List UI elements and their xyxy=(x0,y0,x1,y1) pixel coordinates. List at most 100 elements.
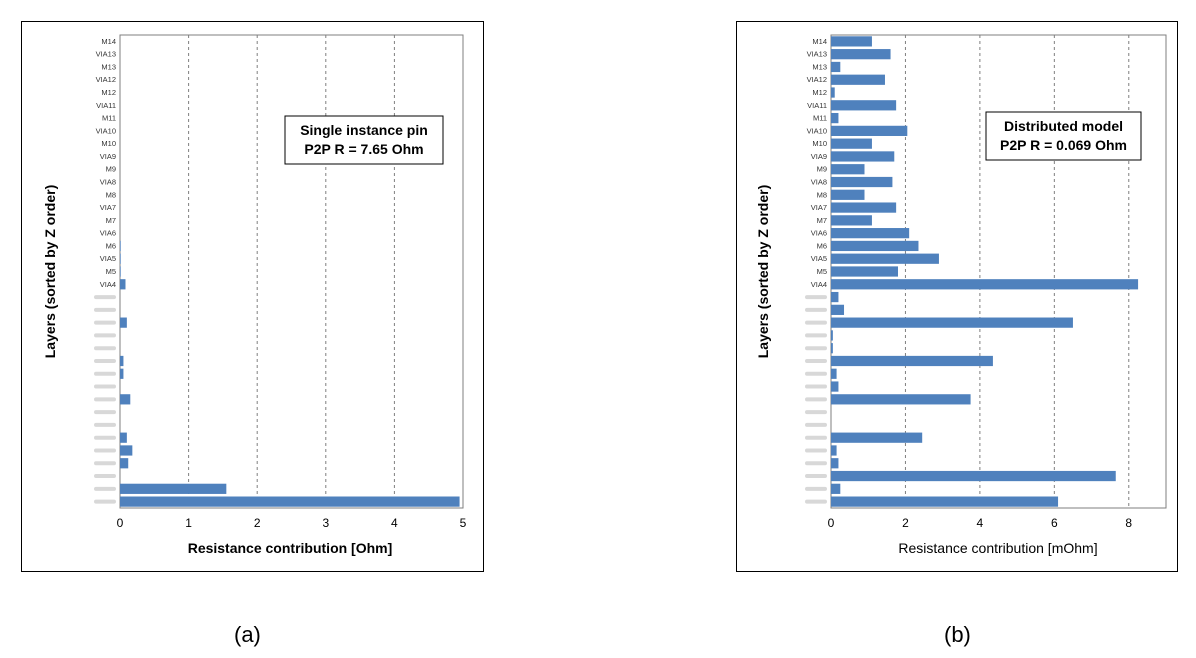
chart-a-bar xyxy=(120,394,131,405)
chart-a-annotation-line: P2P R = 7.65 Ohm xyxy=(304,141,423,157)
chart-a-xtick-label: 1 xyxy=(185,516,192,530)
chart-b-bar xyxy=(831,483,841,494)
chart-a-blurred-label xyxy=(94,397,116,402)
caption-a: (a) xyxy=(234,622,261,647)
chart-b-blurred-label xyxy=(805,410,827,415)
chart-a-ylabel: Layers (sorted by Z order) xyxy=(42,185,58,359)
chart-a-blurred-label xyxy=(94,461,116,466)
chart-b-bar xyxy=(831,87,835,98)
chart-b-bar xyxy=(831,164,865,175)
chart-b-ytick-label: VIA11 xyxy=(807,101,827,110)
chart-b-ytick-label: VIA9 xyxy=(811,152,827,161)
chart-a-xtick-label: 0 xyxy=(117,516,124,530)
chart-b-blurred-label xyxy=(805,448,827,453)
chart-a-ytick-label: VIA5 xyxy=(100,254,116,263)
chart-a-bar xyxy=(120,458,129,469)
chart-b-bar xyxy=(831,176,893,188)
chart-a-ytick-label: VIA8 xyxy=(100,178,116,187)
chart-b-bar xyxy=(831,61,841,73)
chart-b-ytick-label: M12 xyxy=(812,88,827,97)
chart-b-ytick-label: VIA12 xyxy=(807,75,827,84)
chart-b-blurred-label xyxy=(805,461,827,466)
chart-b-bar xyxy=(831,228,910,239)
chart-b-blurred-label xyxy=(805,422,827,427)
chart-a-ytick-label: VIA11 xyxy=(96,101,116,110)
chart-a-blurred-label xyxy=(94,410,116,415)
chart-b-bar xyxy=(831,151,895,162)
chart-b-blurred-label xyxy=(805,320,827,325)
chart-a-blurred-label xyxy=(94,486,116,491)
chart-a-blurred-label xyxy=(94,307,116,312)
chart-a-ytick-label: M9 xyxy=(106,165,116,174)
chart-b-xtick-label: 4 xyxy=(977,516,984,530)
chart-b-bar xyxy=(831,355,993,367)
chart-b-bar xyxy=(831,330,833,341)
chart-b-ytick-label: M11 xyxy=(813,114,827,123)
chart-a-ytick-label: M13 xyxy=(101,62,116,71)
chart-a-blurred-label xyxy=(94,422,116,427)
chart-a-ytick-label: M11 xyxy=(102,114,116,123)
chart-b-bar xyxy=(831,279,1139,290)
chart-a-ytick-label: VIA9 xyxy=(100,152,116,161)
chart-a-ytick-label: M7 xyxy=(106,216,116,225)
chart-b-ytick-label: VIA5 xyxy=(811,254,827,263)
chart-a-plot-area xyxy=(119,34,464,509)
chart-b-xtick-label: 6 xyxy=(1051,516,1058,530)
chart-a-ytick-label: VIA4 xyxy=(100,280,116,289)
chart-b-bar xyxy=(831,125,908,136)
chart-a-xtick-label: 2 xyxy=(254,516,261,530)
chart-a-bar xyxy=(120,483,227,494)
chart-a-ytick-label: VIA10 xyxy=(96,126,116,135)
chart-b-blurred-label xyxy=(805,295,827,300)
chart-b-ytick-label: M9 xyxy=(817,165,827,174)
chart-a-ytick-label: VIA13 xyxy=(96,50,116,59)
chart-b-ytick-label: M14 xyxy=(812,37,827,46)
chart-b-bar xyxy=(831,49,891,60)
chart-b-annotation-line: Distributed model xyxy=(1004,118,1123,134)
chart-b-bar xyxy=(831,215,872,226)
chart-b-bar xyxy=(831,253,939,264)
chart-a-ytick-label: M6 xyxy=(106,241,116,250)
chart-b-xtick-label: 0 xyxy=(828,516,835,530)
chart-b-annotation-box xyxy=(985,111,1142,161)
chart-a-blurred-label xyxy=(94,499,116,504)
caption-b: (b) xyxy=(944,622,971,647)
chart-b-ytick-label: VIA8 xyxy=(811,178,827,187)
chart-b-ytick-label: M6 xyxy=(817,241,827,250)
chart-a-blurred-label xyxy=(94,435,116,440)
chart-a-blurred-label xyxy=(94,346,116,351)
chart-b-bar xyxy=(831,36,872,47)
chart-a-xtick-label: 4 xyxy=(391,516,398,530)
chart-b-blurred-label xyxy=(805,474,827,479)
chart-b-bar xyxy=(831,189,865,200)
chart-a-blurred-label xyxy=(94,358,116,363)
chart-b-bar xyxy=(831,317,1073,328)
chart-b-bar xyxy=(831,470,1116,482)
chart-a-bar xyxy=(120,253,121,264)
chart-b-blurred-label xyxy=(805,435,827,440)
chart-b-xlabel: Resistance contribution [mOhm] xyxy=(898,540,1097,556)
chart-b-blurred-label xyxy=(805,371,827,376)
chart-b-bar xyxy=(831,445,837,456)
chart-b-bar xyxy=(831,74,885,85)
chart-b-ytick-label: VIA6 xyxy=(811,229,827,238)
chart-a-ytick-label: M8 xyxy=(106,190,116,199)
chart-b-ytick-label: VIA13 xyxy=(807,50,827,59)
chart-b-bar xyxy=(831,496,1059,507)
chart-b-xtick-label: 2 xyxy=(902,516,909,530)
chart-b-bar xyxy=(831,291,839,303)
chart-b-ytick-label: M13 xyxy=(812,62,827,71)
chart-b-bar xyxy=(831,381,839,392)
chart-a-bar xyxy=(120,240,121,252)
chart-b-bar xyxy=(831,368,837,379)
chart-b-bar xyxy=(831,112,839,124)
chart-a-annotation-box xyxy=(284,115,444,165)
chart-b-blurred-label xyxy=(805,486,827,491)
chart-b-blurred-label xyxy=(805,397,827,402)
chart-b-blurred-label xyxy=(805,333,827,338)
chart-b-annotation-line: P2P R = 0.069 Ohm xyxy=(1000,137,1127,153)
chart-a-bar xyxy=(120,368,124,379)
chart-b-bar xyxy=(831,304,845,315)
chart-b-blurred-label xyxy=(805,307,827,312)
